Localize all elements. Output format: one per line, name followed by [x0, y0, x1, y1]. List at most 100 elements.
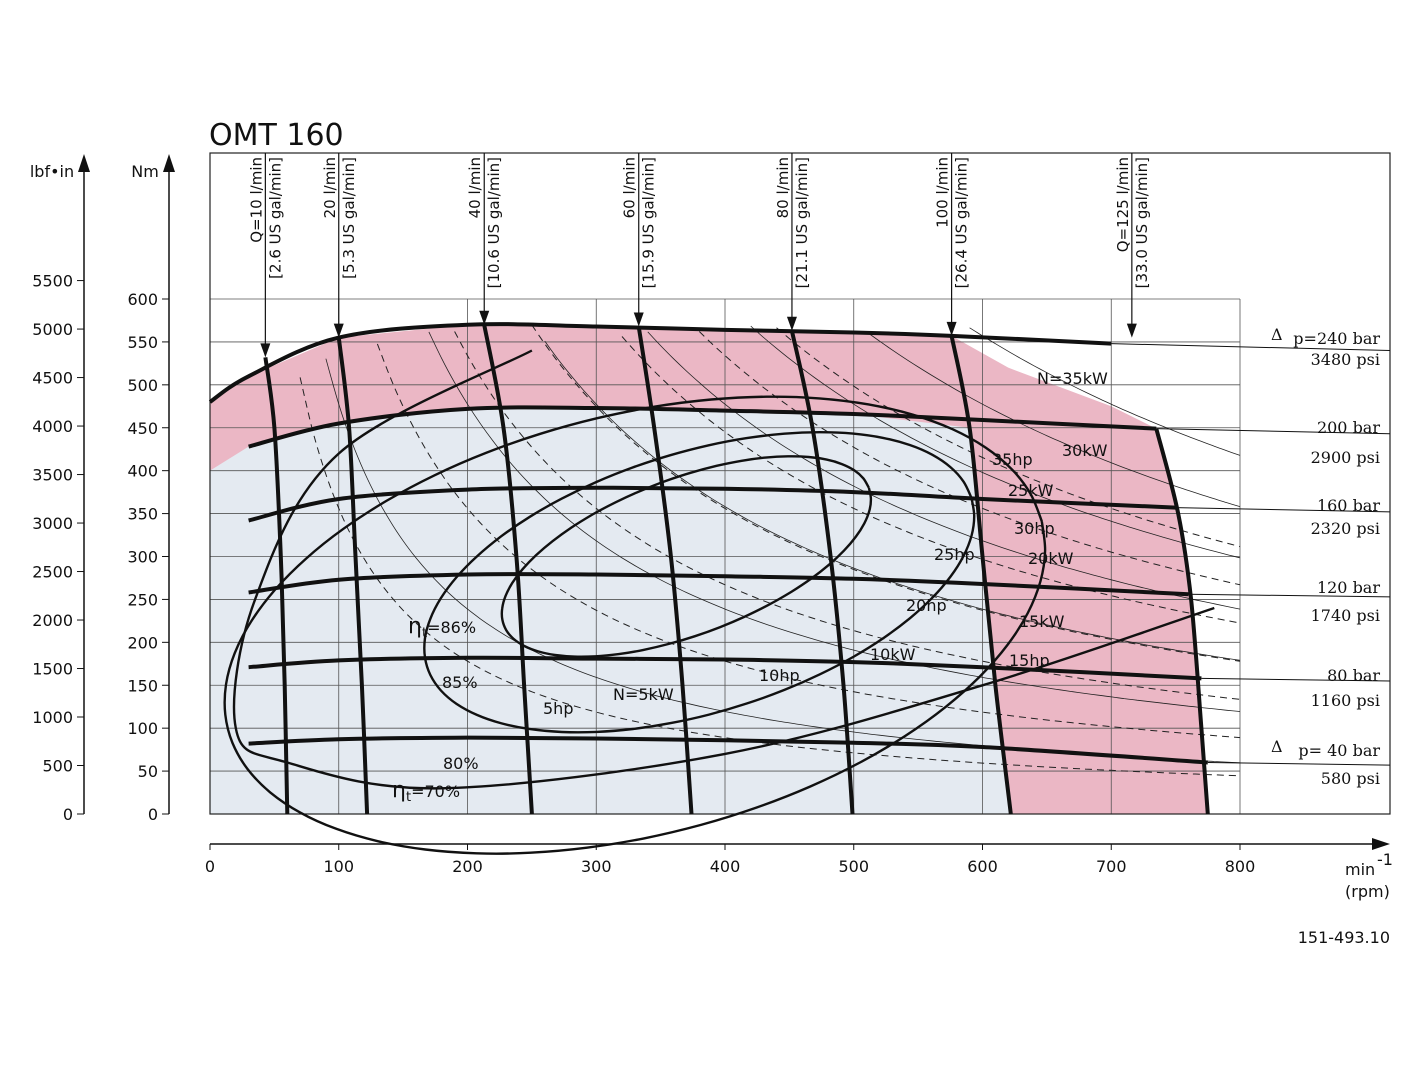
efficiency-80-contour: [223, 395, 1047, 855]
power-label: N=5kW: [613, 685, 674, 704]
flow-line: [336, 337, 370, 815]
axes: 0 100 200 300 400 500 600 700 800 min-1(rpm)Nm050…: [30, 154, 1393, 901]
nm-tick-label: 200: [127, 633, 158, 652]
lbf-tick-label: 3000: [32, 514, 73, 533]
flow-line: [482, 324, 534, 815]
power-hp-curve: [776, 327, 1241, 548]
power-kw-curve: [428, 331, 1241, 712]
pressure-bar-label: 200 bar: [1317, 418, 1380, 437]
pressure-bar-label: p= 40 bar: [1298, 741, 1380, 760]
continuous-region: [210, 408, 1011, 814]
nm-tick-label: 300: [127, 548, 158, 567]
x-tick-label: 600: [967, 857, 998, 876]
power-kw-curve: [969, 327, 1241, 456]
flow-label: Q=125 l/min: [1114, 157, 1132, 252]
lbf-tick-label: 1500: [32, 660, 73, 679]
plot-frame: [209, 152, 1391, 815]
flow-label: 60 l/min: [621, 157, 639, 218]
nm-axis-label: Nm: [131, 162, 159, 181]
pressure-leader: [1188, 593, 1391, 598]
flow-us-label: [15.9 US gal/min]: [640, 157, 658, 288]
flow-us-label: [2.6 US gal/min]: [266, 157, 284, 279]
x-tick-label: 0: [205, 857, 215, 876]
pressure-leader: [1175, 507, 1391, 513]
flow-line: [636, 326, 694, 815]
nm-tick-label: 350: [127, 505, 158, 524]
power-hp-curve: [621, 336, 1241, 624]
pressure-psi-label: 3480 psi: [1311, 350, 1380, 369]
power-label: 25hp: [934, 545, 975, 564]
x-tick-label: 700: [1096, 857, 1127, 876]
efficiency-70-contour: [232, 349, 1215, 790]
power-label: 20kW: [1028, 549, 1074, 568]
pressure-label: 120 bar 1740 psi: [1311, 578, 1381, 625]
pressure-line: [248, 572, 1189, 597]
efficiency-86-contour: [500, 455, 873, 658]
flow-arrow-head: [633, 312, 644, 327]
flow-line: [1154, 428, 1210, 815]
pressure-line: [248, 485, 1176, 523]
pressure-leader: [1207, 762, 1391, 766]
nm-tick-label: 0: [148, 805, 158, 824]
nm-tick-label: 100: [127, 719, 158, 738]
flow-label: 100 l/min: [934, 157, 952, 228]
lbf-tick-label: 0: [63, 805, 73, 824]
lbf-tick-label: 3500: [32, 466, 73, 485]
flow-line: [949, 335, 1013, 815]
nm-tick-label: 550: [127, 333, 158, 352]
flow-line: [789, 330, 855, 815]
flow-us-label: [26.4 US gal/min]: [953, 157, 971, 288]
efficiency-85-contour: [423, 430, 976, 734]
flow-lines: [260, 153, 1210, 815]
lbf-tick-label: 2000: [32, 611, 73, 630]
pressure-label: 80 bar 1160 psi: [1311, 666, 1381, 710]
power-label: N=35kW: [1037, 369, 1108, 388]
x-axis-unit-sup: -1: [1377, 850, 1393, 869]
lbf-tick-label: 500: [42, 757, 73, 776]
power-label: 5hp: [543, 699, 573, 718]
pressure-line: [248, 655, 1202, 681]
pressure-psi-label: 2320 psi: [1311, 519, 1380, 538]
nm-axis-arrow: [163, 154, 175, 172]
lbf-axis-label: lbf•in: [30, 162, 74, 181]
power-label: 25kW: [1008, 481, 1054, 500]
pressure-bar-label: 80 bar: [1327, 666, 1380, 685]
power-hp-curve: [299, 377, 1241, 777]
pressure-bar-label: 120 bar: [1317, 578, 1380, 597]
power-label: 30hp: [1014, 519, 1055, 538]
pressure-psi-label: 1740 psi: [1311, 606, 1380, 625]
nm-tick-label: 50: [138, 762, 158, 781]
chart-title: OMT 160: [209, 118, 344, 153]
power-label: 15hp: [1009, 651, 1050, 670]
power-kw-curve: [750, 325, 1241, 559]
power-hp-curve: [376, 343, 1241, 739]
nm-tick-label: 600: [127, 290, 158, 309]
pressure-leader: [1156, 428, 1391, 435]
x-axis-unit: min: [1345, 860, 1375, 879]
pressure-psi-label: 1160 psi: [1311, 691, 1380, 710]
pressure-bar-label: p=240 bar: [1293, 329, 1380, 348]
pressure-line: [248, 735, 1208, 765]
pressure-lines: [208, 322, 1391, 766]
nm-tick-label: 400: [127, 462, 158, 481]
lbf-tick-label: 4500: [32, 369, 73, 388]
pressure-line: [248, 405, 1157, 449]
x-tick-label: 500: [838, 857, 869, 876]
pressure-label: 200 bar 2900 psi: [1311, 418, 1381, 467]
pressure-bar-label: 160 bar: [1317, 496, 1380, 515]
flow-us-label: [33.0 US gal/min]: [1133, 157, 1151, 288]
pressure-psi-label: 2900 psi: [1311, 448, 1380, 467]
lbf-tick-label: 4000: [32, 417, 73, 436]
x-tick-label: 800: [1225, 857, 1256, 876]
power-label: 10hp: [759, 666, 800, 685]
pressure-leader: [1201, 677, 1391, 682]
efficiency-label: ηt=70%: [392, 778, 460, 805]
efficiency-label: 80%: [443, 754, 479, 773]
x-tick-label: 400: [710, 857, 741, 876]
power-kw-curve: [866, 331, 1241, 507]
efficiency-label: 85%: [442, 673, 478, 692]
flow-us-label: [21.1 US gal/min]: [793, 157, 811, 288]
pressure-psi-label: 580 psi: [1321, 769, 1380, 788]
power-kw-curve: [647, 331, 1241, 610]
